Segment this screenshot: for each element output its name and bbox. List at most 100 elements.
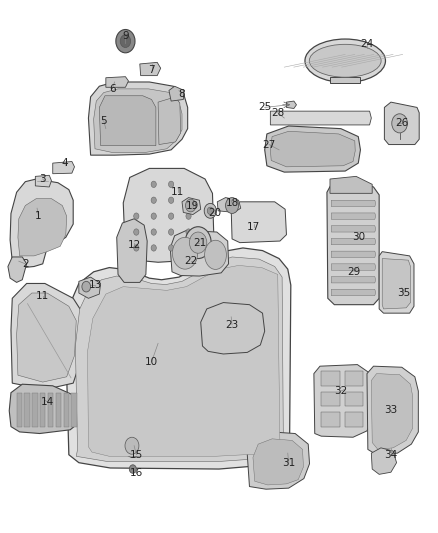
Circle shape [151, 197, 156, 204]
Polygon shape [371, 374, 413, 449]
Circle shape [134, 213, 139, 219]
Polygon shape [88, 82, 187, 155]
Polygon shape [48, 393, 53, 426]
Polygon shape [117, 219, 147, 282]
Polygon shape [182, 198, 201, 215]
Text: 3: 3 [39, 174, 46, 184]
Text: 10: 10 [145, 357, 158, 367]
Polygon shape [345, 372, 364, 386]
Text: 1: 1 [35, 211, 42, 221]
Polygon shape [11, 284, 84, 390]
Polygon shape [120, 435, 146, 457]
Text: 7: 7 [148, 66, 155, 75]
Text: 29: 29 [347, 267, 360, 277]
Text: 27: 27 [262, 140, 276, 150]
Polygon shape [321, 392, 339, 407]
Circle shape [151, 245, 156, 251]
Polygon shape [385, 102, 419, 144]
Circle shape [151, 213, 156, 219]
Text: 28: 28 [271, 108, 284, 118]
Ellipse shape [205, 240, 226, 269]
Polygon shape [314, 365, 372, 437]
Polygon shape [367, 366, 418, 455]
Polygon shape [75, 257, 283, 462]
Text: 16: 16 [130, 469, 143, 478]
Polygon shape [331, 277, 376, 283]
Text: 11: 11 [171, 187, 184, 197]
Polygon shape [8, 257, 27, 282]
Polygon shape [25, 393, 30, 426]
Text: 25: 25 [258, 102, 271, 112]
Polygon shape [18, 199, 67, 256]
Circle shape [82, 281, 91, 292]
Polygon shape [140, 62, 161, 76]
Circle shape [129, 465, 136, 473]
Polygon shape [330, 77, 360, 83]
Text: 18: 18 [226, 198, 239, 208]
Polygon shape [35, 175, 51, 187]
Circle shape [186, 245, 191, 251]
Circle shape [134, 245, 139, 251]
Polygon shape [331, 238, 376, 245]
Text: 33: 33 [384, 405, 398, 415]
Text: 30: 30 [352, 232, 365, 243]
Circle shape [125, 437, 139, 454]
Ellipse shape [305, 39, 385, 83]
Circle shape [189, 232, 207, 253]
Polygon shape [286, 101, 297, 109]
Polygon shape [382, 259, 410, 309]
Polygon shape [88, 265, 280, 456]
Polygon shape [331, 251, 376, 257]
Polygon shape [79, 277, 101, 298]
Text: 5: 5 [100, 116, 107, 126]
Circle shape [185, 227, 211, 259]
Polygon shape [331, 200, 376, 207]
Polygon shape [10, 179, 73, 268]
Polygon shape [106, 77, 128, 87]
Polygon shape [331, 264, 376, 270]
Polygon shape [331, 213, 376, 219]
Text: 14: 14 [40, 397, 54, 407]
Text: 23: 23 [226, 320, 239, 330]
Text: 35: 35 [397, 288, 410, 298]
Text: 31: 31 [282, 458, 295, 467]
Polygon shape [71, 393, 77, 426]
Circle shape [169, 229, 174, 235]
Circle shape [392, 114, 407, 133]
Polygon shape [123, 168, 214, 262]
Polygon shape [270, 111, 371, 125]
Polygon shape [270, 131, 355, 167]
Circle shape [186, 213, 191, 219]
Text: 24: 24 [360, 39, 374, 49]
Text: 11: 11 [36, 290, 49, 301]
Polygon shape [53, 161, 74, 174]
Circle shape [120, 35, 131, 47]
Circle shape [169, 245, 174, 251]
Text: 15: 15 [130, 450, 143, 460]
Text: 4: 4 [61, 158, 68, 168]
Polygon shape [247, 432, 310, 489]
Circle shape [186, 229, 191, 235]
Polygon shape [331, 225, 376, 232]
Text: 13: 13 [88, 280, 102, 290]
Polygon shape [231, 202, 286, 243]
Polygon shape [94, 89, 182, 152]
Polygon shape [371, 448, 396, 474]
Text: 34: 34 [384, 450, 398, 460]
Polygon shape [99, 96, 156, 146]
Polygon shape [17, 393, 22, 426]
Polygon shape [17, 293, 76, 382]
Polygon shape [64, 393, 69, 426]
Polygon shape [158, 97, 181, 144]
Polygon shape [331, 289, 376, 296]
Text: 9: 9 [122, 31, 129, 41]
Circle shape [169, 197, 174, 204]
Text: 17: 17 [247, 222, 261, 232]
Ellipse shape [309, 44, 381, 77]
Polygon shape [330, 176, 372, 193]
Circle shape [151, 181, 156, 188]
Text: 12: 12 [127, 240, 141, 251]
Polygon shape [56, 393, 61, 426]
Text: 20: 20 [208, 208, 221, 219]
Circle shape [169, 181, 174, 188]
